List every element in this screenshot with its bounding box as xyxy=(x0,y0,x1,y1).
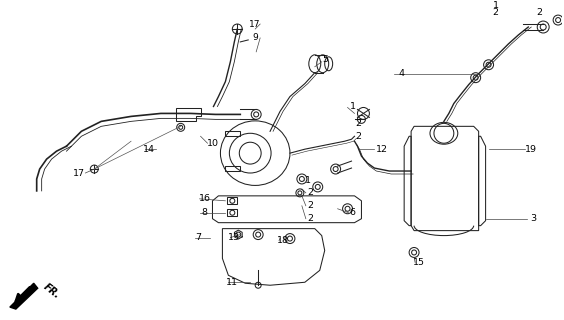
Text: 13: 13 xyxy=(228,233,240,242)
Text: 14: 14 xyxy=(143,145,155,154)
Text: 17: 17 xyxy=(249,20,261,28)
Text: 3: 3 xyxy=(530,214,536,223)
Text: 18: 18 xyxy=(277,236,289,245)
Text: 1: 1 xyxy=(492,1,499,10)
Text: 8: 8 xyxy=(201,208,208,217)
Text: 5: 5 xyxy=(323,55,329,64)
Text: 2: 2 xyxy=(355,132,362,141)
Text: 12: 12 xyxy=(376,145,388,154)
Text: 2: 2 xyxy=(355,119,362,128)
Text: 2: 2 xyxy=(307,188,313,197)
Text: 1: 1 xyxy=(350,102,355,111)
Text: 10: 10 xyxy=(206,139,218,148)
Text: 2: 2 xyxy=(536,8,542,17)
Bar xyxy=(227,209,237,216)
Text: 2: 2 xyxy=(492,8,499,17)
Bar xyxy=(227,197,237,204)
Text: FR.: FR. xyxy=(42,282,62,301)
Text: 9: 9 xyxy=(252,34,258,43)
Text: 7: 7 xyxy=(196,233,201,242)
Text: 15: 15 xyxy=(413,258,425,267)
Polygon shape xyxy=(10,283,38,309)
Text: 16: 16 xyxy=(199,194,210,203)
Text: 2: 2 xyxy=(307,214,313,223)
Text: 17: 17 xyxy=(73,169,85,178)
Text: 19: 19 xyxy=(525,145,537,154)
Text: 6: 6 xyxy=(350,208,355,217)
Text: 1: 1 xyxy=(305,176,311,186)
Text: 2: 2 xyxy=(307,201,313,210)
Text: 11: 11 xyxy=(226,278,239,287)
Text: 4: 4 xyxy=(398,69,404,78)
